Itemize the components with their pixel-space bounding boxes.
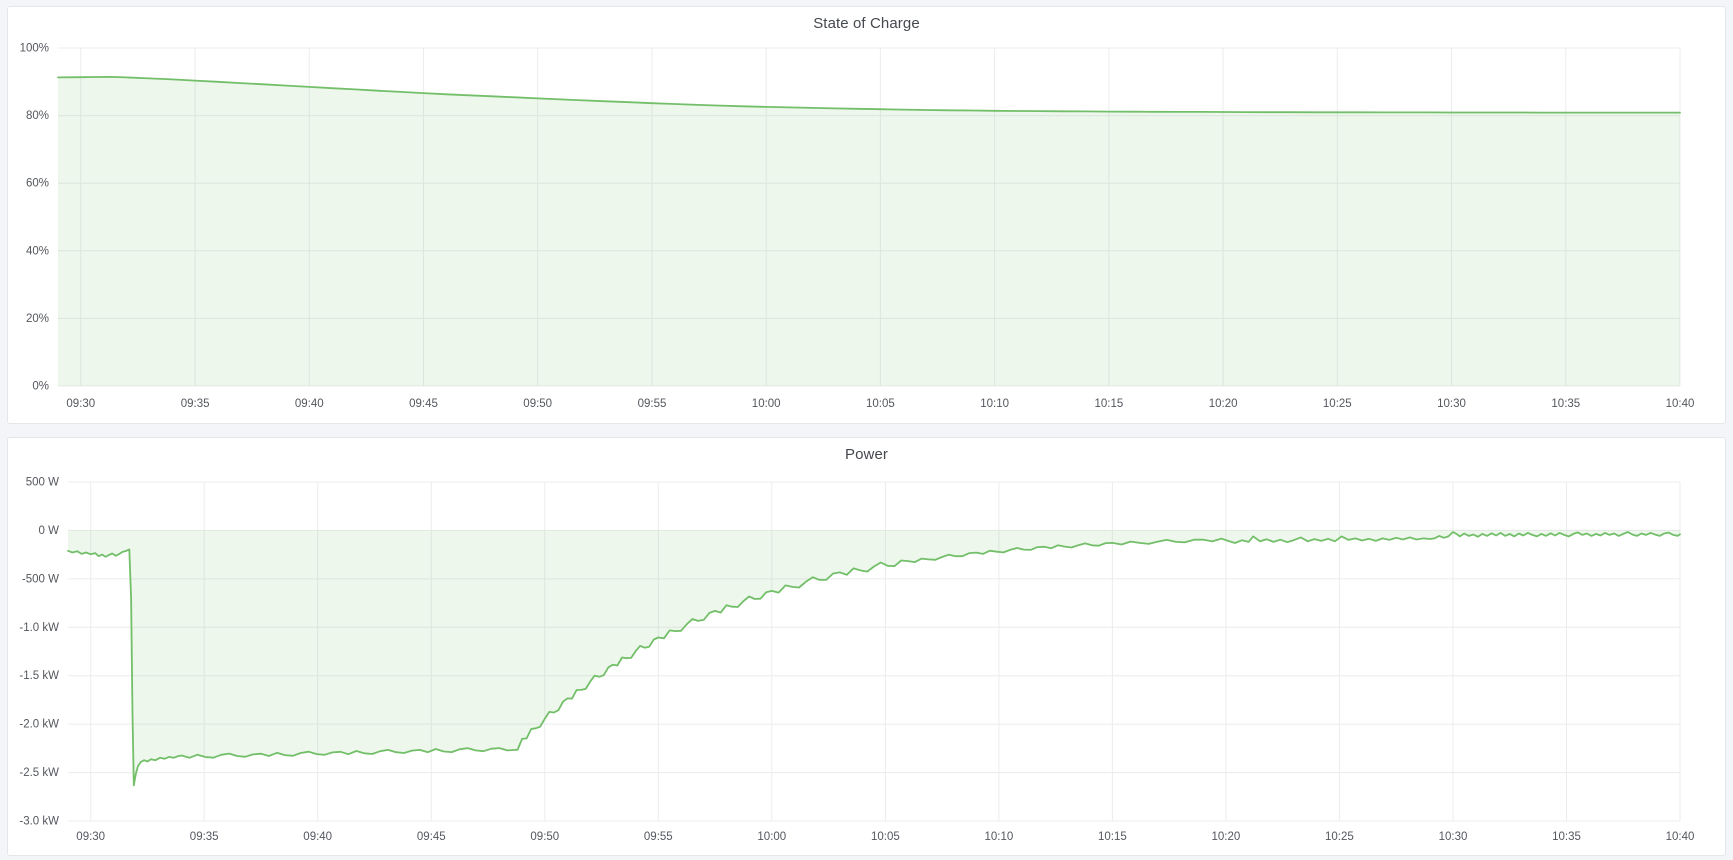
gridlines — [68, 481, 1681, 822]
series-line — [57, 76, 1681, 114]
panel-header-power[interactable]: Power — [8, 438, 1725, 470]
y-tick-label: 100% — [20, 43, 49, 55]
x-tick-label: 09:30 — [76, 831, 105, 843]
y-tick-label: 80% — [26, 110, 49, 122]
series-area-fill — [58, 76, 1680, 387]
x-tick-label: 10:05 — [871, 831, 900, 843]
x-tick-label: 09:45 — [417, 831, 446, 843]
x-tick-label: 09:35 — [190, 831, 219, 843]
y-tick-label: -500 W — [22, 573, 59, 585]
x-tick-label: 09:50 — [523, 398, 552, 410]
x-tick-label: 10:10 — [980, 398, 1009, 410]
x-tick-label: 10:20 — [1209, 398, 1238, 410]
y-axis-labels: 500 W 0 W -500 W -1.0 kW -1.5 kW -2.0 kW -2.5 … — [19, 477, 59, 828]
y-tick-label: 0 W — [39, 525, 60, 537]
x-tick-label: 09:55 — [644, 831, 673, 843]
y-tick-label: -3.0 kW — [19, 816, 59, 828]
x-axis-labels: 09:30 09:35 09:40 09:45 09:50 09:55 10:00 10:05… — [66, 398, 1694, 410]
x-tick-label: 10:05 — [866, 398, 895, 410]
series-line — [67, 531, 1681, 787]
y-tick-label: 40% — [26, 245, 49, 257]
x-tick-label: 10:15 — [1098, 831, 1127, 843]
x-tick-label: 09:35 — [181, 398, 210, 410]
x-tick-label: 10:00 — [752, 398, 781, 410]
x-tick-label: 10:15 — [1095, 398, 1124, 410]
y-tick-label: 60% — [26, 178, 49, 190]
panel-power: Power 09:30 09:35 09:40 09:45 09:50 09:55 10:0… — [7, 437, 1726, 856]
x-tick-label: 09:45 — [409, 398, 438, 410]
state-of-charge-chart[interactable]: 09:30 09:35 09:40 09:45 09:50 09:55 10:00 10:05… — [8, 39, 1725, 423]
y-tick-label: -2.5 kW — [19, 767, 59, 779]
panel-title-power[interactable]: Power — [844, 445, 889, 463]
panel-header-state-of-charge[interactable]: State of Charge — [8, 7, 1725, 39]
panel-state-of-charge: State of Charge 09:30 09:35 09:40 09:45 09:5… — [7, 6, 1726, 424]
x-tick-label: 10:40 — [1666, 398, 1695, 410]
x-tick-label: 10:35 — [1551, 398, 1580, 410]
series-area-fill — [68, 530, 1680, 786]
x-tick-label: 10:00 — [757, 831, 786, 843]
x-tick-label: 10:30 — [1437, 398, 1466, 410]
x-tick-label: 10:25 — [1323, 398, 1352, 410]
power-chart[interactable]: 09:30 09:35 09:40 09:45 09:50 09:55 10:00 10:05… — [8, 470, 1725, 855]
x-tick-label: 09:50 — [530, 831, 559, 843]
y-tick-label: -1.5 kW — [19, 670, 59, 682]
y-tick-label: -2.0 kW — [19, 719, 59, 731]
y-tick-label: 500 W — [26, 477, 59, 489]
y-tick-label: 20% — [26, 313, 49, 325]
y-axis-labels: 100% 80% 60% 40% 20% 0% — [20, 43, 49, 393]
x-tick-label: 09:40 — [295, 398, 324, 410]
panel-title-state-of-charge[interactable]: State of Charge — [813, 14, 920, 32]
x-tick-label: 10:40 — [1666, 831, 1695, 843]
x-tick-label: 10:30 — [1439, 831, 1468, 843]
x-tick-label: 10:25 — [1325, 831, 1354, 843]
x-tick-label: 09:40 — [303, 831, 332, 843]
x-tick-label: 10:20 — [1212, 831, 1241, 843]
x-axis-labels: 09:30 09:35 09:40 09:45 09:50 09:55 10:00 10:05… — [76, 831, 1694, 843]
x-tick-label: 09:30 — [66, 398, 95, 410]
x-tick-label: 10:35 — [1552, 831, 1581, 843]
y-tick-label: -1.0 kW — [19, 622, 59, 634]
y-tick-label: 0% — [32, 381, 49, 393]
x-tick-label: 09:55 — [638, 398, 667, 410]
gridlines — [58, 47, 1681, 387]
x-tick-label: 10:10 — [985, 831, 1014, 843]
